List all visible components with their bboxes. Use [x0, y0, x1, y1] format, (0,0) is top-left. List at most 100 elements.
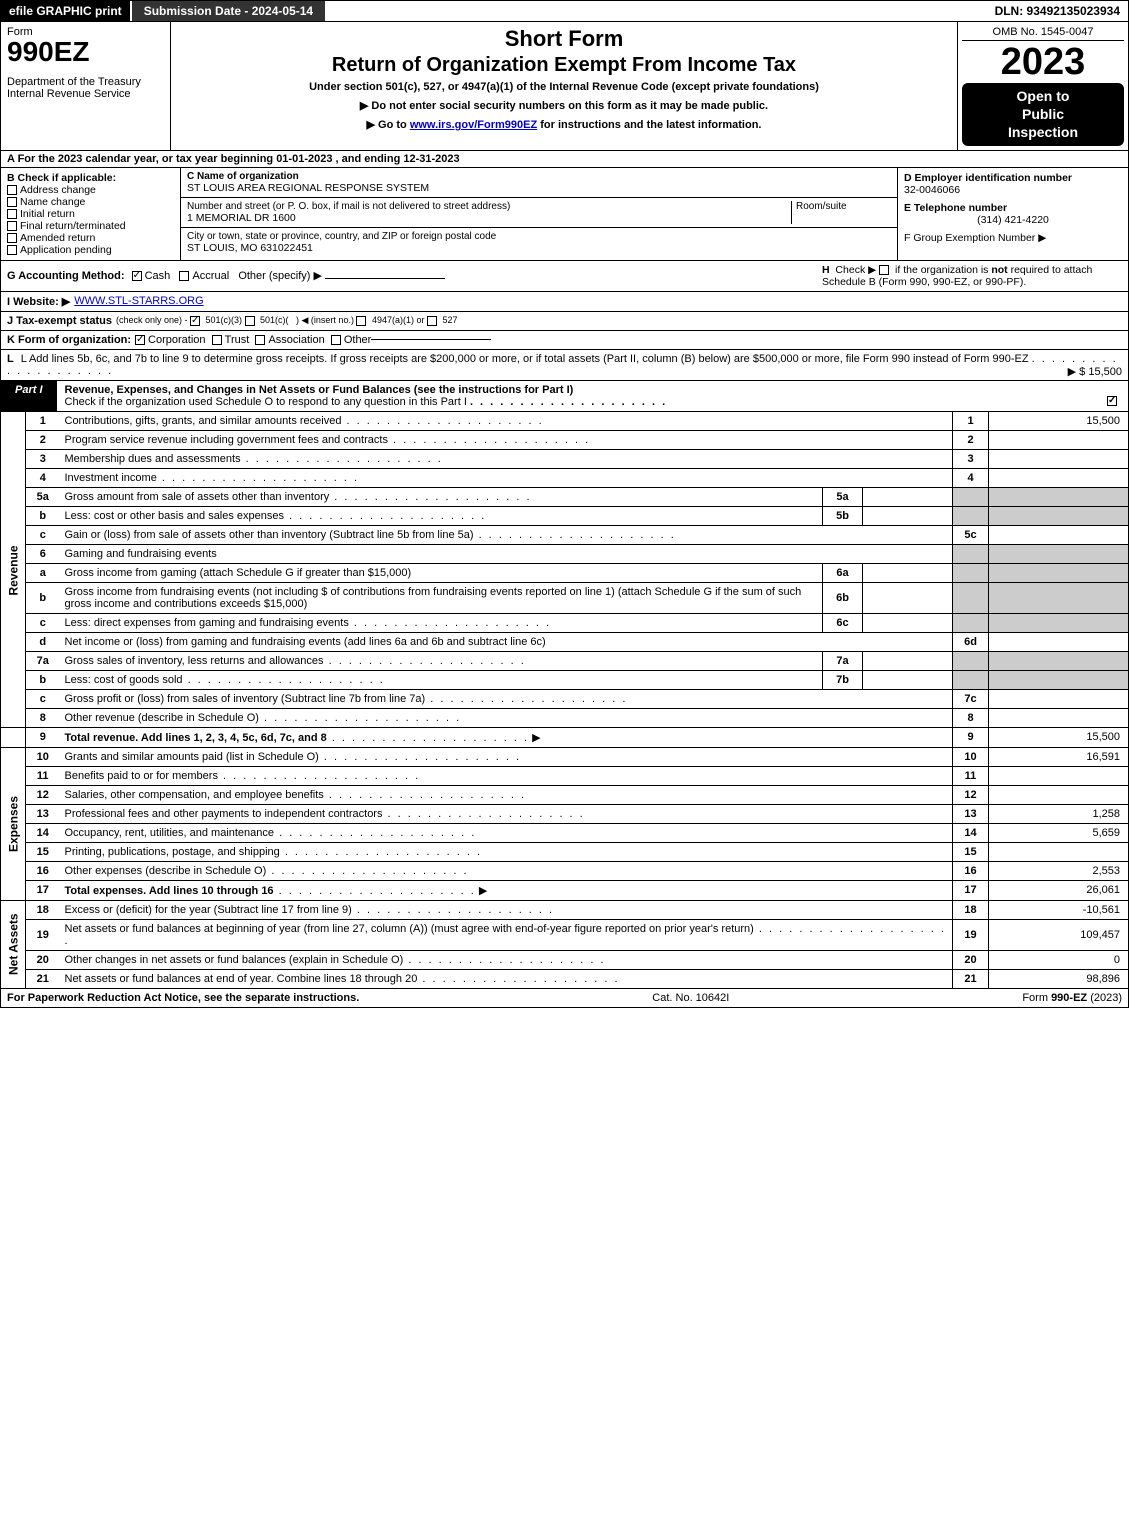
k-trust: Trust [225, 334, 250, 346]
row-6c: c Less: direct expenses from gaming and … [1, 613, 1129, 632]
ln6-shade2 [989, 544, 1129, 563]
g-label: G Accounting Method: [7, 270, 125, 282]
i-label: I Website: ▶ [7, 295, 70, 308]
row-i: I Website: ▶ WWW.STL-STARRS.ORG [0, 292, 1129, 312]
row-15: 15 Printing, publications, postage, and … [1, 842, 1129, 861]
part1-title-text: Revenue, Expenses, and Changes in Net As… [65, 384, 574, 396]
instr2-post: for instructions and the latest informat… [537, 119, 761, 131]
e-label: E Telephone number [904, 202, 1122, 214]
g-block: G Accounting Method: Cash Accrual Other … [7, 269, 822, 282]
footer-right-pre: Form [1022, 992, 1051, 1004]
g-cash: Cash [145, 270, 171, 282]
ln6b-midval [863, 582, 953, 613]
row-11: 11 Benefits paid to or for members 11 [1, 766, 1129, 785]
g-cash-check [132, 271, 142, 281]
footer-right: Form 990-EZ (2023) [1022, 992, 1122, 1004]
header-center: Short Form Return of Organization Exempt… [171, 22, 958, 150]
ln5c-amt [989, 525, 1129, 544]
ln20-desc: Other changes in net assets or fund bala… [65, 954, 404, 966]
ln9-amt: 15,500 [989, 727, 1129, 747]
ln15-amt [989, 842, 1129, 861]
ln10-num: 10 [953, 747, 989, 766]
row-21: 21 Net assets or fund balances at end of… [1, 969, 1129, 988]
title-short-form: Short Form [181, 26, 947, 52]
ln17-desc: Total expenses. Add lines 10 through 16 [65, 885, 274, 897]
c-city-cell: City or town, state or province, country… [181, 228, 897, 257]
ln18-no: 18 [26, 900, 60, 919]
ln7a-shade [953, 651, 989, 670]
footer-cat: Cat. No. 10642I [359, 992, 1022, 1004]
ln9-no: 9 [26, 727, 60, 747]
b-initial-return: Initial return [7, 208, 174, 220]
ln19-no: 19 [26, 919, 60, 950]
ln7b-midval [863, 670, 953, 689]
ln6c-desc: Less: direct expenses from gaming and fu… [65, 617, 349, 629]
ln12-no: 12 [26, 785, 60, 804]
c-name-cell: C Name of organization ST LOUIS AREA REG… [181, 168, 897, 198]
side-expenses: Expenses [1, 747, 26, 900]
irs-link[interactable]: www.irs.gov/Form990EZ [410, 119, 537, 131]
row-10: Expenses 10 Grants and similar amounts p… [1, 747, 1129, 766]
b-item-2: Initial return [20, 208, 75, 220]
part1-check [1107, 396, 1117, 406]
b-amended: Amended return [7, 232, 174, 244]
ln5a-midval [863, 487, 953, 506]
k-assoc-check [255, 335, 265, 345]
ln6d-amt [989, 632, 1129, 651]
ln6c-midval [863, 613, 953, 632]
row-7c: c Gross profit or (loss) from sales of i… [1, 689, 1129, 708]
ln17-no: 17 [26, 880, 60, 900]
ln1-no: 1 [26, 412, 60, 431]
ln2-num: 2 [953, 430, 989, 449]
ln5a-shade [953, 487, 989, 506]
row-6b: b Gross income from fundraising events (… [1, 582, 1129, 613]
ln1-desc: Contributions, gifts, grants, and simila… [65, 415, 342, 427]
ln15-num: 15 [953, 842, 989, 861]
row-3: 3 Membership dues and assessments 3 [1, 449, 1129, 468]
g-other: Other (specify) ▶ [238, 270, 322, 282]
ln7a-shade2 [989, 651, 1129, 670]
ln7c-no: c [26, 689, 60, 708]
ln5c-num: 5c [953, 525, 989, 544]
ln15-desc: Printing, publications, postage, and shi… [65, 846, 280, 858]
ln8-amt [989, 708, 1129, 727]
row-k: K Form of organization: Corporation Trus… [0, 331, 1129, 350]
c-name-label: C Name of organization [187, 171, 891, 182]
b-item-3: Final return/terminated [20, 220, 126, 232]
f-block: F Group Exemption Number ▶ [904, 232, 1122, 244]
open-to-public: Open to Public Inspection [962, 83, 1124, 146]
title-return: Return of Organization Exempt From Incom… [181, 54, 947, 77]
ln7b-desc: Less: cost of goods sold [65, 674, 183, 686]
ln13-desc: Professional fees and other payments to … [65, 808, 383, 820]
ln3-amt [989, 449, 1129, 468]
k-assoc: Association [268, 334, 324, 346]
ln11-desc: Benefits paid to or for members [65, 770, 218, 782]
tax-year: 2023 [962, 43, 1124, 81]
ln16-amt: 2,553 [989, 861, 1129, 880]
k-other-check [331, 335, 341, 345]
g-accrual-check [179, 271, 189, 281]
ln18-num: 18 [953, 900, 989, 919]
ln16-num: 16 [953, 861, 989, 880]
d-label: D Employer identification number [904, 172, 1122, 184]
ln6d-num: 6d [953, 632, 989, 651]
ln6-desc: Gaming and fundraising events [65, 548, 217, 560]
ln6a-mid: 6a [823, 563, 863, 582]
ln5a-desc: Gross amount from sale of assets other t… [65, 491, 330, 503]
ln16-no: 16 [26, 861, 60, 880]
row-7b: b Less: cost of goods sold 7b [1, 670, 1129, 689]
row-gh: G Accounting Method: Cash Accrual Other … [0, 261, 1129, 292]
side-netassets: Net Assets [1, 900, 26, 988]
b-item-4: Amended return [20, 232, 95, 244]
b-item-5: Application pending [20, 244, 112, 256]
ln16-desc: Other expenses (describe in Schedule O) [65, 865, 267, 877]
ln12-amt [989, 785, 1129, 804]
row-17: 17 Total expenses. Add lines 10 through … [1, 880, 1129, 900]
ln4-desc: Investment income [65, 472, 157, 484]
ln9-desc: Total revenue. Add lines 1, 2, 3, 4, 5c,… [65, 732, 327, 744]
ln6b-shade [953, 582, 989, 613]
row-6a: a Gross income from gaming (attach Sched… [1, 563, 1129, 582]
row-6: 6 Gaming and fundraising events [1, 544, 1129, 563]
website-link[interactable]: WWW.STL-STARRS.ORG [74, 295, 203, 307]
ln7b-no: b [26, 670, 60, 689]
